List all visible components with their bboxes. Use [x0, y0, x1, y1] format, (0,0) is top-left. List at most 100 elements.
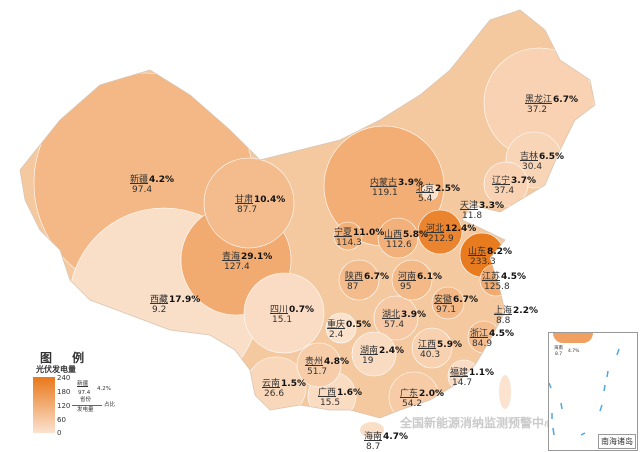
province-name: 山东 [468, 247, 487, 257]
province-name: 内蒙古 [370, 178, 398, 188]
province-name: 吉林 [520, 152, 539, 162]
inset-hainan-name: 海南 [554, 346, 563, 351]
province-generation: 112.6 [386, 240, 412, 250]
inset-hainan-pct: 4.7% [568, 349, 580, 354]
province-share: 5.8% [403, 230, 428, 240]
province-name: 福建 [450, 368, 469, 378]
province-generation: 26.6 [264, 389, 285, 399]
province-region[interactable] [243, 272, 325, 354]
province-label: 福建1.1% 14.7 [450, 368, 494, 388]
province-region[interactable] [203, 157, 295, 249]
province-name: 河北 [426, 224, 445, 234]
province-region[interactable] [338, 259, 380, 301]
inset-coast [553, 333, 593, 343]
province-label: 黑龙江6.7% 37.2 [525, 95, 578, 115]
province-name: 青海 [222, 252, 241, 262]
province-region[interactable] [333, 221, 363, 251]
province-label: 安徽6.7% 97.1 [434, 295, 478, 315]
inset-hainan-value: 8.7 [555, 352, 563, 357]
province-name: 新疆 [130, 175, 149, 185]
province-share: 3.9% [398, 178, 423, 188]
province-name: 宁夏 [334, 228, 353, 238]
province-label: 云南1.5% 26.6 [262, 379, 306, 399]
province-share: 6.7% [553, 95, 578, 105]
province-region[interactable] [421, 183, 439, 201]
province-region[interactable] [296, 342, 342, 388]
province-label: 吉林6.5% 30.4 [520, 152, 564, 172]
province-region[interactable] [351, 331, 397, 377]
province-name: 西藏 [150, 295, 169, 305]
province-share: 17.9% [169, 295, 201, 305]
province-generation: 5.4 [418, 194, 433, 204]
province-share: 6.7% [364, 272, 389, 282]
province-label: 湖北3.9% 57.4 [382, 310, 426, 330]
province-name: 广东 [400, 389, 419, 399]
province-share: 12.4% [445, 224, 477, 234]
province-label: 江西5.9% 40.3 [418, 340, 462, 360]
province-label: 四川0.7% 15.1 [270, 305, 314, 325]
province-share: 5.9% [437, 340, 462, 350]
province-generation: 37.2 [527, 105, 548, 115]
province-generation: 233.3 [470, 257, 496, 267]
province-generation: 37.4 [494, 186, 515, 196]
province-name: 湖南 [360, 346, 379, 356]
province-share: 4.2% [149, 175, 174, 185]
province-share: 2.4% [379, 346, 404, 356]
province-generation: 97.1 [436, 305, 457, 315]
province-generation: 212.9 [428, 234, 454, 244]
province-share: 2.5% [435, 184, 460, 194]
watermark: 全国新能源消纳监测预警中心 [400, 416, 557, 430]
legend-tick: 180 [57, 388, 71, 396]
province-generation: 51.7 [307, 367, 328, 377]
province-name: 甘肃 [235, 195, 254, 205]
province-generation: 97.4 [132, 185, 153, 195]
province-region[interactable] [325, 312, 357, 344]
province-share: 2.2% [513, 306, 538, 316]
province-share: 6.7% [453, 295, 478, 305]
province-label: 西藏17.9% 9.2 [150, 295, 200, 315]
province-share: 0.5% [346, 320, 371, 330]
legend-sample-pct: 4.2% [97, 386, 111, 392]
province-name: 重庆 [327, 320, 346, 330]
province-name: 陕西 [345, 272, 364, 282]
province-generation: 9.2 [152, 305, 167, 315]
province-name: 安徽 [434, 295, 453, 305]
legend-color-bar [33, 377, 55, 433]
province-region[interactable] [377, 217, 419, 259]
province-generation: 54.2 [402, 399, 423, 409]
province-generation: 87.7 [237, 205, 258, 215]
legend-subtitle: 光伏发电量 [36, 365, 76, 374]
province-share: 11.0% [353, 228, 385, 238]
province-share: 2.0% [419, 389, 444, 399]
legend-key-line [72, 405, 102, 406]
province-share: 10.4% [254, 195, 286, 205]
province-name: 山西 [384, 230, 403, 240]
province-generation: 11.8 [462, 211, 483, 221]
province-label: 北京2.5% 5.4 [416, 184, 460, 204]
province-region[interactable] [391, 259, 433, 301]
hainan-island [360, 422, 384, 438]
province-name: 黑龙江 [525, 95, 553, 105]
province-share: 4.5% [489, 329, 514, 339]
province-label: 重庆0.5% 2.4 [327, 320, 371, 340]
province-share: 4.8% [324, 357, 349, 367]
province-label: 新疆4.2% 97.4 [130, 175, 174, 195]
province-name: 上海 [494, 306, 513, 316]
legend-title: 图 例 [40, 351, 93, 365]
province-region[interactable] [411, 327, 453, 369]
inset-label: 南海诸岛 [598, 434, 636, 449]
province-name: 广西 [318, 388, 337, 398]
province-generation: 95 [400, 282, 412, 292]
province-region[interactable] [483, 161, 529, 207]
province-region[interactable] [431, 286, 465, 320]
province-region[interactable] [417, 209, 463, 255]
legend-sample-value: 97.4 [78, 390, 91, 396]
province-region[interactable] [373, 295, 419, 341]
province-label: 甘肃10.4% 87.7 [235, 195, 285, 215]
province-label: 广东2.0% 54.2 [400, 389, 444, 409]
province-generation: 127.4 [224, 262, 250, 272]
province-label: 山西5.8% 112.6 [384, 230, 428, 250]
province-name: 湖北 [382, 310, 401, 320]
legend-key-pct: 占比 [104, 402, 116, 408]
